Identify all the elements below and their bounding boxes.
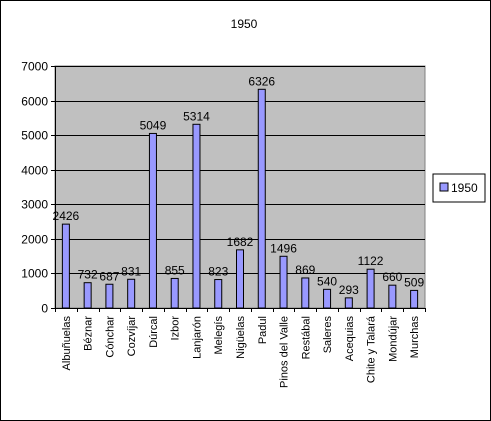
data-labels: 2426 732 687 831 5049 855 5314 823 1682 6326 1496 8… xyxy=(53,74,425,297)
bar xyxy=(257,88,266,309)
category-label: Chite y Talará xyxy=(366,315,378,383)
category-label: Cozvíjar xyxy=(126,316,138,357)
bar xyxy=(366,268,375,309)
category-label: Saleres xyxy=(322,316,334,354)
category-label: Albuñuelas xyxy=(61,316,73,371)
y-axis: 0 1000 2000 3000 4000 5000 6000 7000 xyxy=(21,60,56,316)
bar xyxy=(83,282,92,309)
bar xyxy=(105,283,114,309)
bar xyxy=(301,277,310,309)
x-axis: Albuñuelas Béznar Cónchar Cozvíjar Dúrcal Izb… xyxy=(55,308,426,388)
y-tick-label: 7000 xyxy=(21,60,48,74)
legend: 1950 xyxy=(432,173,486,203)
category-label: Izbor xyxy=(170,316,182,341)
data-label: 869 xyxy=(295,263,315,277)
y-tick-label: 2000 xyxy=(21,233,48,247)
data-label: 540 xyxy=(317,274,337,288)
gridlines xyxy=(55,66,425,274)
legend-label: 1950 xyxy=(451,181,478,195)
bar xyxy=(410,289,419,309)
data-label: 1682 xyxy=(227,235,254,249)
category-label: Dúrcal xyxy=(148,316,160,348)
bar xyxy=(388,284,397,309)
bar xyxy=(192,123,201,309)
category-label: Béznar xyxy=(83,316,95,351)
bar xyxy=(323,288,332,309)
data-label: 2426 xyxy=(53,209,80,223)
data-label: 855 xyxy=(165,263,185,277)
bar xyxy=(127,278,136,309)
data-label: 5314 xyxy=(183,109,210,123)
category-label: Lanjarón xyxy=(191,316,203,359)
data-label: 509 xyxy=(404,275,424,289)
bar xyxy=(236,249,244,309)
bar xyxy=(148,132,157,309)
data-label: 823 xyxy=(208,265,228,279)
data-label: 831 xyxy=(121,264,141,278)
category-label: Murchas xyxy=(409,316,421,359)
category-label: Mondújar xyxy=(387,316,399,362)
category-label: Acequias xyxy=(344,316,356,362)
category-label: Restábal xyxy=(300,316,312,359)
y-tick-label: 6000 xyxy=(21,95,48,109)
category-label: Padul xyxy=(257,316,269,344)
data-label: 6326 xyxy=(248,74,275,88)
bar xyxy=(170,277,179,309)
data-label: 732 xyxy=(78,268,98,282)
y-tick-label: 0 xyxy=(41,302,48,316)
y-tick-label: 3000 xyxy=(21,198,48,212)
y-tick-label: 5000 xyxy=(21,129,48,143)
data-label: 1496 xyxy=(270,241,297,255)
legend-swatch xyxy=(439,182,449,192)
bar xyxy=(344,297,353,309)
data-label: 5049 xyxy=(140,118,167,132)
bar xyxy=(214,279,223,309)
y-tick-label: 4000 xyxy=(21,164,48,178)
data-label: 293 xyxy=(339,283,359,297)
category-label: Cónchar xyxy=(104,316,116,358)
data-label: 687 xyxy=(99,269,119,283)
chart-title: 1950 xyxy=(231,17,258,31)
data-label: 660 xyxy=(382,270,402,284)
bar xyxy=(61,223,70,309)
category-label: Nigüelas xyxy=(235,316,247,359)
y-tick-label: 1000 xyxy=(21,267,48,281)
category-label: Pinos del Valle xyxy=(279,316,291,388)
data-label: 1122 xyxy=(358,254,384,268)
bar xyxy=(279,255,288,309)
category-label: Melegís xyxy=(213,316,225,355)
